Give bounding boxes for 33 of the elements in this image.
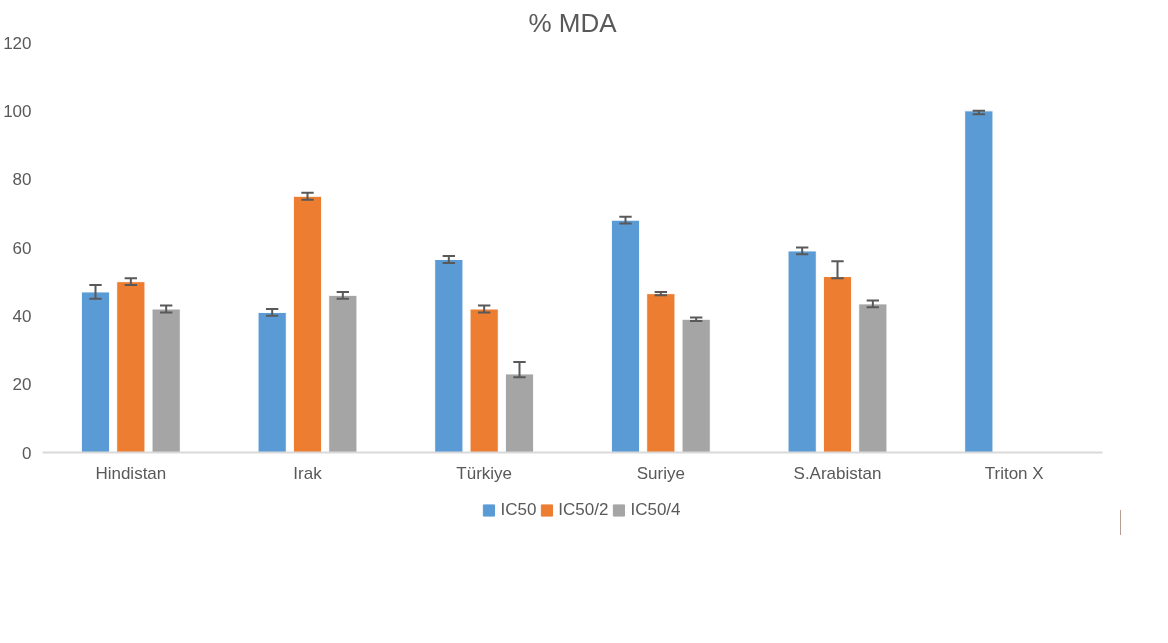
bar [787,250,817,453]
bar [80,291,111,453]
bar [504,373,535,453]
legend-label: IC50/2 [558,500,609,520]
bar [328,294,358,453]
chart-title: % MDA [528,7,618,38]
bar [610,219,641,453]
y-tick-label: 60 [12,238,32,258]
x-tick-label: Triton X [984,463,1044,483]
bar [116,281,146,453]
bar [822,276,853,453]
bar [434,258,464,453]
bar [151,308,181,453]
legend-label: IC50/4 [630,500,681,520]
bar [858,303,888,453]
y-tick-label: 120 [3,33,32,53]
y-tick-label: 80 [12,170,32,190]
y-tick-label: 0 [22,443,32,463]
y-tick-label: 40 [12,306,32,326]
bar [964,110,994,453]
bar [646,293,676,453]
x-tick-label: Türkiye [456,463,513,483]
x-tick-label: Hindistan [95,463,167,483]
bar [257,311,287,453]
x-tick-label: Suriye [636,463,685,483]
bar [469,308,499,453]
y-tick-label: 20 [12,375,32,395]
x-tick-label: Irak [293,463,323,483]
bar [681,318,711,453]
legend-label: IC50 [500,500,537,520]
x-tick-label: S.Arabistan [793,463,882,483]
bar [292,195,323,453]
y-tick-label: 100 [3,101,32,121]
